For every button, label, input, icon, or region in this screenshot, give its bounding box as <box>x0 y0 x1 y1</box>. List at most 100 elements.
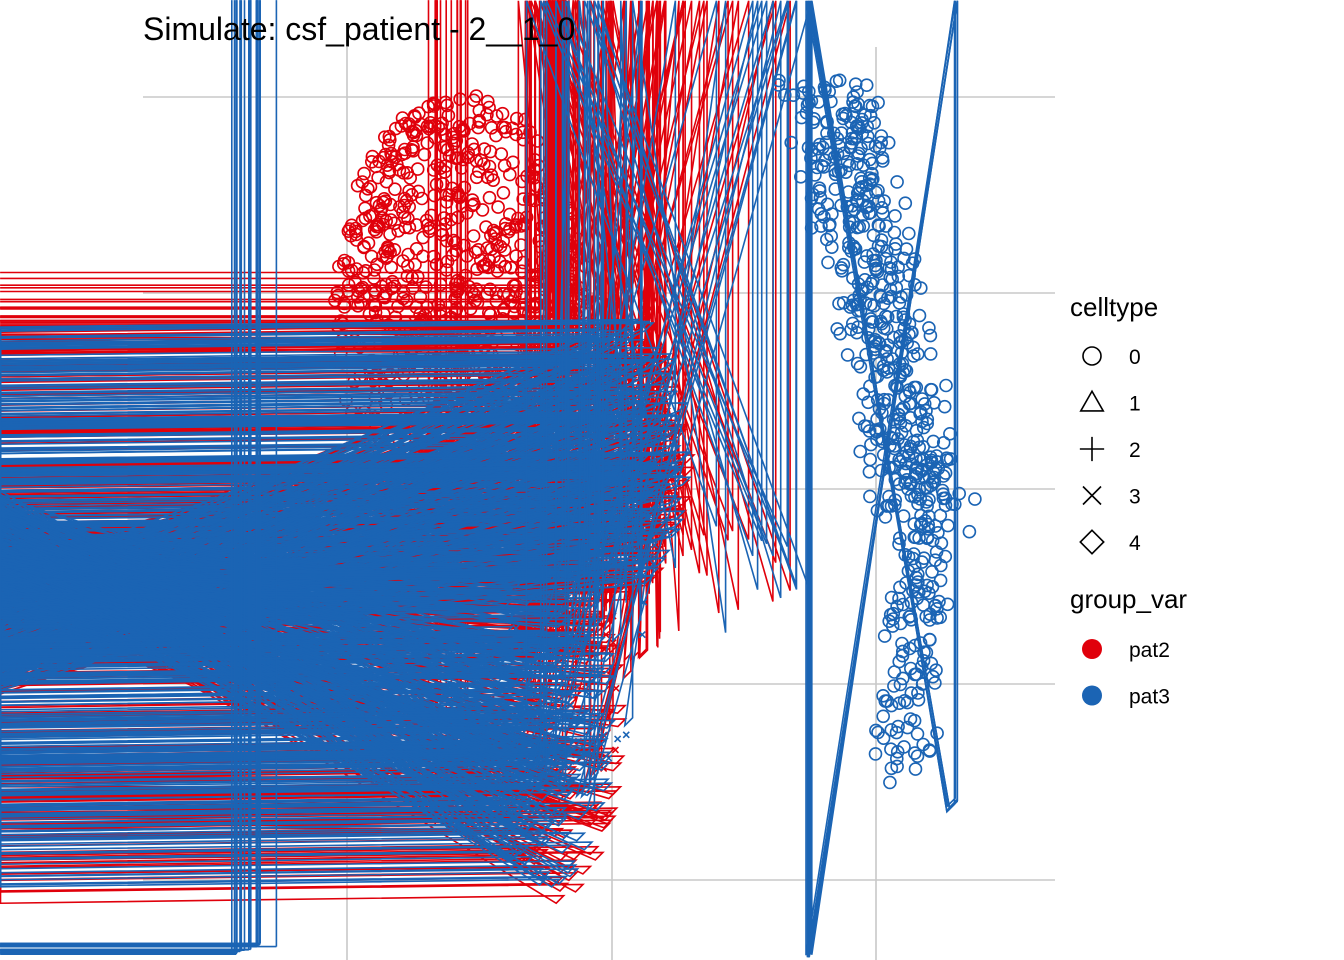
point-pat2-celltype-0 <box>480 94 495 109</box>
point-pat3-celltype-0 <box>879 219 893 233</box>
point-pat3-celltype-0 <box>867 116 882 130</box>
point-pat3-celltype-4 <box>535 0 768 768</box>
point-pat3-celltype-0 <box>935 483 950 498</box>
point-pat3-celltype-4 <box>570 0 643 645</box>
point-pat3-celltype-0 <box>893 677 908 692</box>
point-pat3-celltype-3 <box>557 419 565 427</box>
point-pat3-celltype-3 <box>605 754 613 762</box>
point-pat3-celltype-0 <box>867 298 881 313</box>
point-pat2-celltype-0 <box>412 106 426 120</box>
chart-title: Simulate: csf_patient - 2__1_0 <box>143 11 575 47</box>
point-pat3-celltype-0 <box>929 663 943 678</box>
point-pat3-celltype-0 <box>892 696 907 711</box>
point-pat3-celltype-0 <box>836 295 851 310</box>
point-pat3-celltype-0 <box>898 196 913 210</box>
point-pat3-celltype-2 <box>0 0 278 948</box>
point-pat3-celltype-0 <box>908 762 923 776</box>
point-pat2-celltype-0 <box>358 263 373 278</box>
point-pat3-celltype-0 <box>840 154 855 169</box>
point-pat3-celltype-0 <box>916 420 931 435</box>
point-pat3-celltype-0 <box>906 340 921 355</box>
point-pat2-celltype-0 <box>482 100 496 115</box>
point-pat2-celltype-0 <box>357 166 371 181</box>
point-pat2-celltype-0 <box>358 211 373 226</box>
point-pat3-celltype-0 <box>904 489 919 503</box>
point-pat2-celltype-0 <box>484 168 499 182</box>
point-pat3-celltype-0 <box>869 723 883 738</box>
point-pat2-celltype-0 <box>360 182 375 196</box>
point-pat2-celltype-0 <box>388 150 403 164</box>
point-pat3-celltype-4 <box>593 0 628 629</box>
point-pat3-celltype-0 <box>933 573 948 588</box>
point-pat3-celltype-0 <box>821 255 835 270</box>
point-pat2-celltype-0 <box>509 249 523 263</box>
point-pat2-celltype-0 <box>497 243 512 257</box>
point-pat3-celltype-2 <box>0 0 241 953</box>
point-pat3-celltype-0 <box>902 397 917 411</box>
point-pat3-celltype-0 <box>891 719 905 734</box>
point-pat2-celltype-0 <box>378 147 393 162</box>
point-pat3-celltype-0 <box>888 209 902 223</box>
point-pat2-celltype-0 <box>384 213 398 227</box>
point-pat3-celltype-0 <box>904 686 919 700</box>
point-pat3-celltype-0 <box>895 644 910 659</box>
point-pat3-celltype-0 <box>840 348 855 362</box>
point-pat3-celltype-4 <box>588 0 782 784</box>
point-pat3-celltype-3 <box>606 414 614 422</box>
point-pat3-celltype-0 <box>883 775 897 790</box>
legend-label-celltype-1: 1 <box>1129 393 1141 416</box>
point-pat3-celltype-0 <box>875 278 890 292</box>
legend: celltype 0 1 2 3 4 group_var pat2 pat3 <box>1070 292 1187 709</box>
point-pat2-celltype-2 <box>0 0 562 318</box>
point-pat3-celltype-0 <box>892 296 907 310</box>
point-pat3-celltype-0 <box>880 352 894 366</box>
legend-celltype-entries: 0 1 2 3 4 <box>1079 346 1141 555</box>
point-pat3-celltype-0 <box>952 486 967 501</box>
point-pat2-celltype-0 <box>469 89 484 103</box>
point-pat3-celltype-4 <box>580 0 759 761</box>
point-pat3-celltype-0 <box>898 418 913 433</box>
point-pat3-celltype-0 <box>895 671 910 686</box>
point-pat2-celltype-0 <box>483 144 498 159</box>
point-pat2-celltype-0 <box>473 253 488 268</box>
point-pat3-celltype-0 <box>862 171 877 185</box>
point-pat3-celltype-0 <box>924 382 938 397</box>
legend-label-celltype-0: 0 <box>1129 346 1141 369</box>
point-pat3-celltype-0 <box>925 579 940 594</box>
point-pat2-celltype-0 <box>387 243 402 257</box>
point-pat3-celltype-0 <box>860 119 875 134</box>
point-pat3-celltype-0 <box>864 437 878 452</box>
point-pat3-celltype-0 <box>862 464 877 479</box>
point-pat3-celltype-0 <box>860 280 875 295</box>
point-pat3-celltype-0 <box>856 387 871 401</box>
point-pat3-celltype-0 <box>928 553 943 568</box>
point-pat2-celltype-0 <box>364 155 379 169</box>
point-pat2-celltype-0 <box>498 124 513 139</box>
point-pat2-celltype-0 <box>370 219 385 234</box>
point-pat3-celltype-4 <box>612 0 642 643</box>
point-pat2-celltype-0 <box>472 103 487 118</box>
point-pat3-celltype-0 <box>920 578 934 593</box>
point-pat3-celltype-0 <box>923 347 938 361</box>
point-pat3-celltype-0 <box>816 160 831 174</box>
point-pat3-celltype-0 <box>845 298 860 313</box>
point-pat2-celltype-0 <box>381 138 396 153</box>
point-pat3-celltype-3 <box>638 631 646 639</box>
point-pat3-celltype-1 <box>0 556 560 735</box>
legend-key-cross <box>1082 485 1102 506</box>
point-pat3-celltype-0 <box>861 322 876 337</box>
point-pat3-celltype-0 <box>784 135 799 150</box>
point-pat2-celltype-0 <box>509 111 524 126</box>
point-pat3-celltype-0 <box>922 492 936 507</box>
point-pat2-celltype-0 <box>490 264 505 278</box>
point-pat3-celltype-0 <box>923 328 938 343</box>
point-pat3-celltype-0 <box>854 175 869 189</box>
point-pat2-celltype-0 <box>457 180 472 195</box>
point-pat3-celltype-0 <box>913 406 927 421</box>
point-pat3-celltype-0 <box>937 399 952 414</box>
point-pat3-celltype-0 <box>834 126 849 140</box>
point-pat3-celltype-0 <box>915 414 929 429</box>
point-pat3-celltype-0 <box>876 731 891 746</box>
point-pat3-celltype-0 <box>863 489 877 504</box>
point-pat3-celltype-0 <box>814 206 829 221</box>
